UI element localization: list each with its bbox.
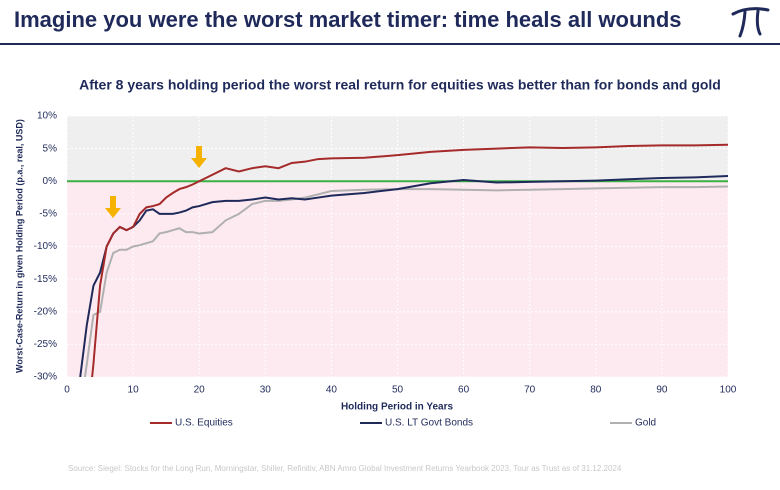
- series-line: [91, 143, 728, 377]
- x-tick-label: 20: [194, 385, 206, 396]
- legend-label: Gold: [635, 418, 656, 429]
- annotation-arrow: [191, 146, 207, 168]
- y-tick-label: -20%: [34, 306, 57, 317]
- x-tick-label: 50: [392, 385, 404, 396]
- x-tick-label: 0: [64, 385, 70, 396]
- y-tick-label: -30%: [34, 372, 57, 383]
- legend-label: U.S. Equities: [175, 418, 233, 429]
- chart-subtitle: After 8 years holding period the worst r…: [79, 77, 721, 93]
- chart-title: Imagine you were the worst market timer:…: [14, 7, 682, 32]
- y-axis-label: Worst-Case-Return in given Holding Perio…: [14, 119, 24, 373]
- x-tick-label: 80: [590, 385, 602, 396]
- y-tick-label: -25%: [34, 339, 57, 350]
- logo: [731, 7, 770, 38]
- plot: -30% -25% -20% -15% -10% -5% 0% 5% 10% 0 10 20 30 40 5…: [34, 111, 737, 429]
- source: Source: Siegel: Stocks for the Long Run,…: [68, 464, 622, 473]
- x-tick-label: 90: [656, 385, 668, 396]
- legend-label: U.S. LT Govt Bonds: [385, 418, 473, 429]
- y-tick-label: -5%: [39, 209, 57, 220]
- y-tick-label: 0%: [43, 176, 58, 187]
- y-tick-label: -15%: [34, 274, 57, 285]
- x-tick-label: 100: [720, 385, 737, 396]
- x-tick-label: 60: [458, 385, 470, 396]
- x-tick-label: 70: [524, 385, 536, 396]
- y-tick-label: -10%: [34, 241, 57, 252]
- x-tick-label: 30: [260, 385, 272, 396]
- x-axis-label: Holding Period in Years: [341, 402, 454, 413]
- x-tick-label: 40: [326, 385, 338, 396]
- series-line: [83, 185, 728, 377]
- y-tick-label: 5%: [43, 143, 58, 154]
- annotation-arrow: [105, 196, 121, 218]
- y-tick-label: 10%: [37, 111, 57, 122]
- x-tick-label: 10: [128, 385, 140, 396]
